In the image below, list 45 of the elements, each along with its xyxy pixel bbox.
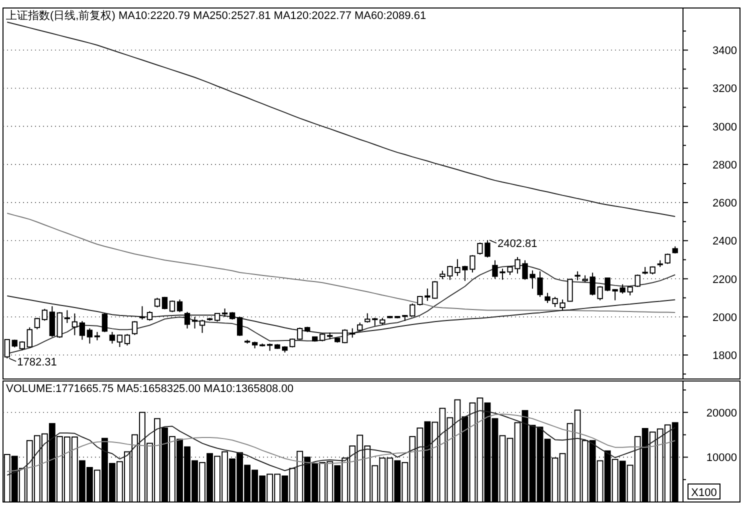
- candlestick: [162, 296, 168, 310]
- candlestick: [236, 316, 243, 336]
- line-series: [6, 295, 676, 334]
- y-tick-label: 10000: [706, 452, 737, 464]
- text: X100: [691, 487, 717, 499]
- candlestick: [109, 331, 116, 344]
- candlestick: [169, 300, 176, 313]
- candlestick: [79, 320, 86, 340]
- y-tick-label: 2000: [712, 312, 737, 324]
- y-tick-label: 1800: [712, 350, 737, 362]
- y-tick-label: 2600: [712, 198, 737, 210]
- candlestick: [132, 320, 138, 336]
- y-tick-label: 3200: [712, 83, 737, 96]
- line-series: [6, 212, 676, 313]
- candlestick: [146, 310, 153, 322]
- candlestick: [192, 316, 198, 330]
- annotation: 1782.31: [17, 356, 57, 368]
- candlestick: [154, 297, 160, 308]
- candlestick: [116, 334, 123, 348]
- annotation: 2402.81: [497, 238, 538, 250]
- candlestick: [620, 284, 626, 294]
- candlestick: [664, 253, 670, 264]
- y-tick-label: 2400: [712, 236, 737, 248]
- candlestick: [86, 328, 93, 344]
- candlestick: [297, 327, 303, 340]
- candlestick: [72, 312, 78, 336]
- y-tick-label: 2200: [712, 274, 737, 286]
- candlestick: [184, 311, 190, 330]
- candlestick: [567, 278, 573, 302]
- chart-title: VOLUME:1771665.75 MA5:1658325.00 MA10:1365808.00: [6, 383, 294, 395]
- chart-title: 上证指数(日线,前复权) MA10:2220.79 MA250:2527.81 MA120:2022.77 MA60:2089.61: [6, 9, 426, 22]
- candlestick: [364, 312, 370, 324]
- y-tick-label: 20000: [706, 407, 737, 420]
- y-tick-label: 3000: [712, 121, 737, 134]
- candlestick: [176, 299, 183, 313]
- candlestick: [102, 312, 108, 333]
- candlestick: [124, 334, 130, 346]
- y-tick-label: 2800: [712, 159, 737, 172]
- line-series: [6, 22, 676, 217]
- candlestick: [26, 326, 32, 348]
- y-tick-label: 3400: [712, 45, 737, 58]
- candlestick: [634, 274, 640, 288]
- candlestick: [199, 319, 206, 334]
- candlestick: [49, 306, 55, 338]
- candlestick: [42, 308, 48, 322]
